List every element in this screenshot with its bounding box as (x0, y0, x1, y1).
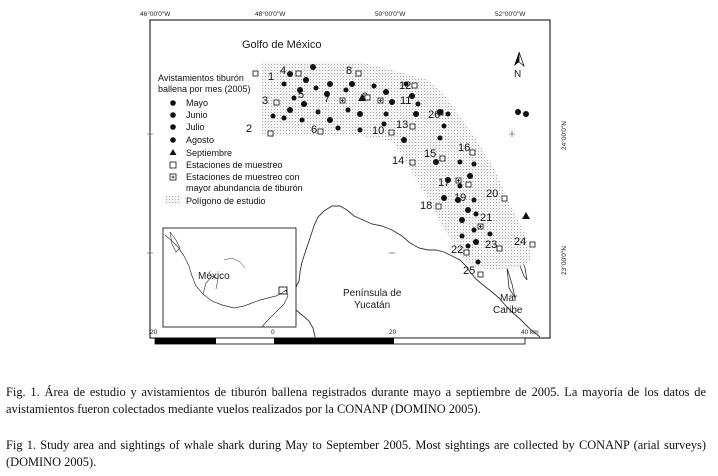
station-label: 20 (486, 188, 498, 200)
legend-title-2: ballena por mes (2005) (158, 84, 251, 94)
label-sea-1: Mar (500, 293, 518, 304)
station-label: 24 (514, 236, 526, 248)
station-label: 13 (396, 119, 408, 131)
coord-right-23n: 23°00'0"N (560, 246, 568, 275)
station-label: 11 (400, 95, 411, 107)
scale-label-40km: 40 km (521, 329, 539, 336)
scale-label-left-20: 20 (150, 329, 158, 336)
abundant-stations (339, 97, 484, 230)
coord-top-52w: 52°00'0"W (495, 10, 526, 18)
station-label: 25 (463, 265, 475, 277)
legend-dot-junio (170, 112, 176, 118)
station-label: 3 (262, 95, 268, 107)
legend-triangle-septiembre (169, 149, 177, 155)
legend-label-julio: Julio (186, 122, 205, 132)
label-sea-2: Caribe (493, 305, 523, 316)
label-peninsula-2: Yucatán (354, 300, 390, 311)
scale-bar: 20 0 20 40 km (150, 329, 539, 345)
isla-mujeres (506, 267, 516, 299)
sampling-stations (252, 70, 536, 278)
station-label: 15 (424, 148, 436, 160)
sightings (270, 64, 530, 265)
station-label: 18 (420, 200, 432, 212)
scale-label-20: 20 (389, 329, 397, 336)
coord-right-24n: 24°00'0"N (560, 121, 568, 150)
legend-label-mayo: Mayo (186, 98, 208, 108)
scale-label-0: 0 (271, 329, 275, 336)
label-gulf-of-mexico: Golfo de México (242, 39, 321, 51)
station-label: 4 (280, 65, 286, 77)
legend: Avistamientos tiburón ballena por mes (2… (158, 73, 303, 206)
station-label: 10 (372, 125, 384, 137)
legend-square-station (169, 161, 177, 169)
station-label: 1 (268, 71, 274, 83)
legend-label-junio: Junio (186, 110, 208, 120)
station-label: 23 (485, 239, 497, 251)
north-arrow-icon: N (514, 51, 525, 80)
legend-dot-mayo (170, 100, 176, 106)
inset-label-mexico: México (198, 271, 230, 282)
station-numbers: 1 2 3 4 5 6 7 8 9 10 11 12 13 14 15 16 1… (246, 65, 526, 277)
station-label: 16 (458, 142, 470, 154)
legend-label-agosto: Agosto (186, 135, 214, 145)
station-label: 22 (451, 244, 463, 256)
legend-label-polygon: Polígono de estudio (186, 196, 266, 206)
station-label: 2 (246, 123, 252, 135)
figure-caption-es: Fig. 1. Área de estudio y avistamientos … (6, 385, 706, 416)
study-area-map: 46°00'0"W 48°00'0"W 50°00'0"W 52°00'0"W … (140, 10, 568, 345)
coord-top-48w: 48°00'0"W (255, 10, 286, 18)
station-label: 5 (298, 89, 304, 101)
station-label: 14 (392, 155, 404, 167)
coord-top-50w: 50°00'0"W (375, 10, 406, 18)
svg-text:N: N (514, 69, 521, 80)
legend-swatch-polygon (165, 196, 181, 204)
inset-study-area-box (278, 286, 288, 295)
legend-title-1: Avistamientos tiburón (158, 73, 244, 83)
station-label: 6 (311, 124, 317, 136)
coord-top-46w: 46°00'0"W (140, 10, 171, 18)
station-label: 21 (480, 212, 492, 224)
legend-label-station: Estaciones de muestreo (186, 160, 283, 170)
station-label: 8 (346, 65, 352, 77)
legend-dot-agosto (170, 137, 176, 143)
label-peninsula-1: Península de (343, 288, 402, 299)
figure-caption-en: Fig 1. Study area and sightings of whale… (6, 438, 706, 469)
legend-label-station-abundant-2: mayor abundancia de tiburón (186, 183, 303, 193)
station-label: 7 (324, 93, 330, 105)
legend-dot-julio (170, 124, 176, 130)
legend-label-station-abundant-1: Estaciones de muestreo con (186, 172, 300, 182)
inset-map: México (162, 227, 297, 328)
legend-label-septiembre: Septiembre (186, 148, 232, 158)
